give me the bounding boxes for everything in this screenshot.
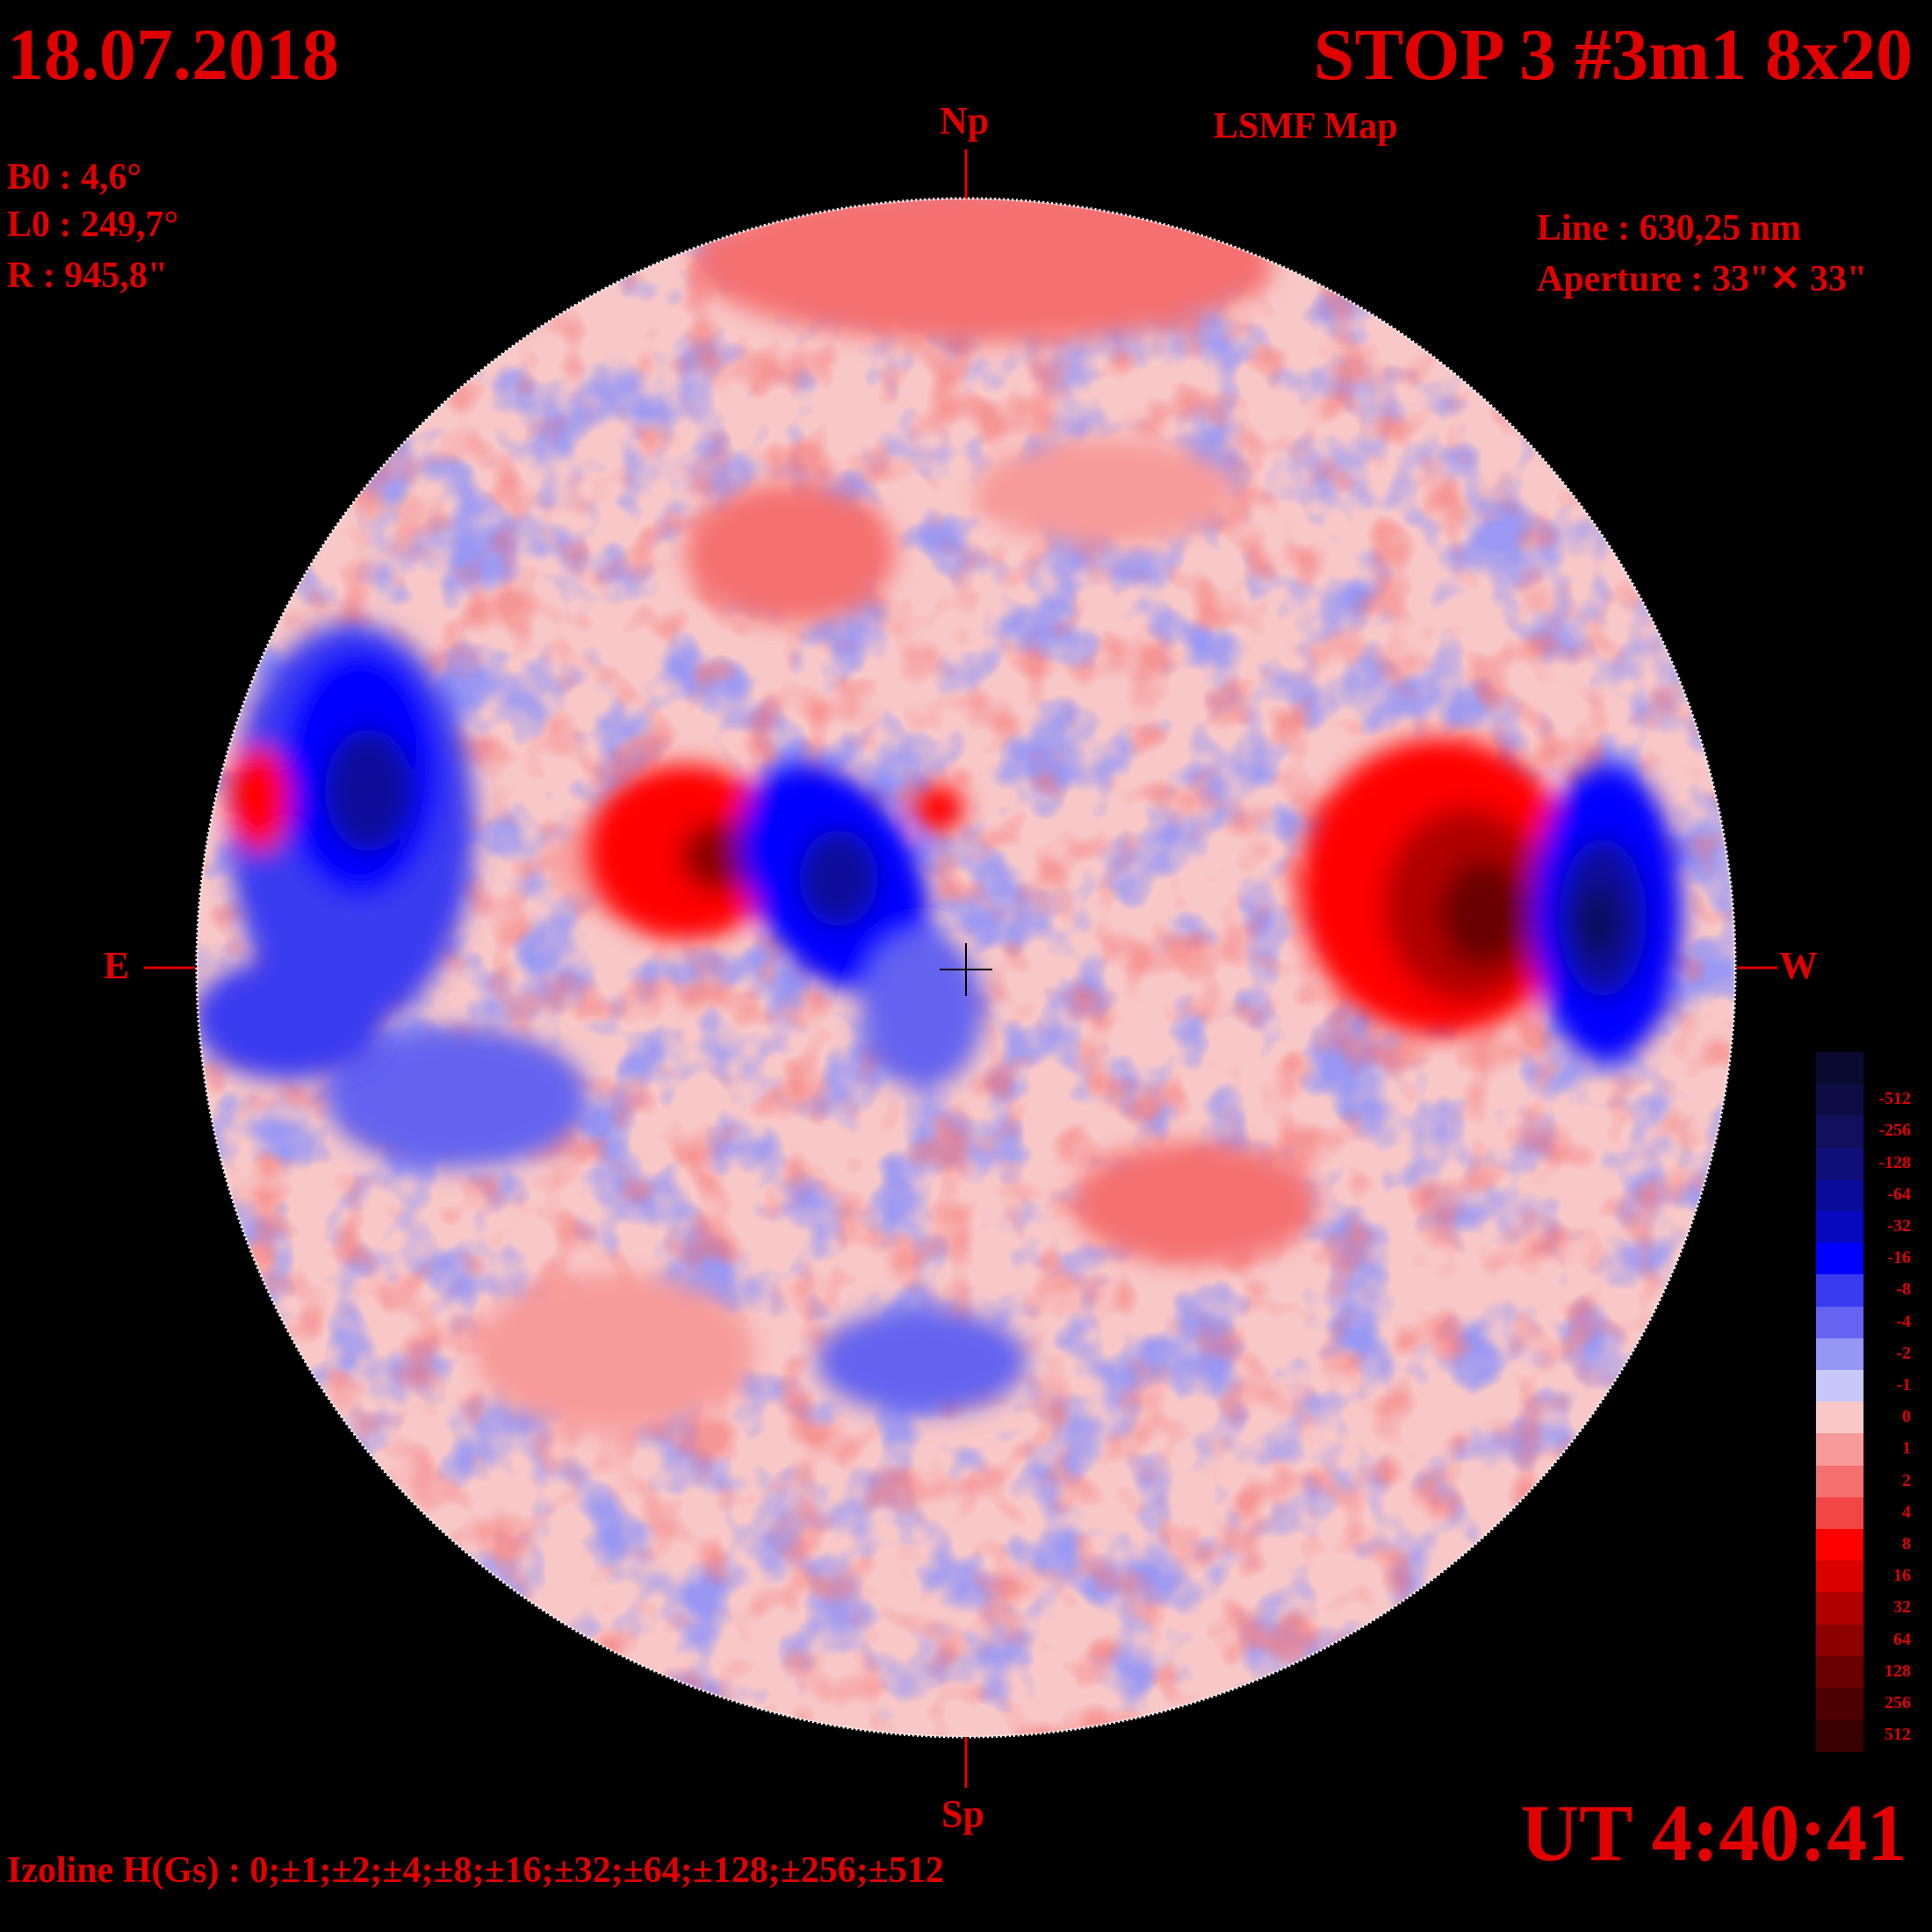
legend-label: 1 — [1902, 1438, 1911, 1459]
legend-swatch — [1816, 1688, 1864, 1720]
legend-swatch — [1816, 1496, 1864, 1530]
legend-label: 4 — [1902, 1502, 1911, 1522]
spectral-line: Line : 630,25 nm — [1537, 208, 1802, 249]
legend-swatch — [1816, 1274, 1864, 1308]
legend-label: -1 — [1896, 1375, 1911, 1395]
legend-swatch — [1816, 1115, 1864, 1149]
legend-label: -8 — [1896, 1280, 1911, 1300]
legend-label: -256 — [1878, 1121, 1911, 1141]
east-label: E — [104, 944, 130, 987]
legend-label: 16 — [1893, 1566, 1911, 1586]
legend-swatch — [1816, 1147, 1864, 1180]
legend-swatch — [1816, 1337, 1864, 1371]
legend-swatch — [1816, 1052, 1864, 1085]
param-radius: R : 945,8" — [7, 256, 169, 296]
west-label: W — [1779, 944, 1818, 987]
legend-swatch — [1816, 1529, 1864, 1561]
legend-label: 0 — [1902, 1407, 1911, 1427]
legend-label: -32 — [1887, 1216, 1911, 1236]
legend-label: -64 — [1887, 1184, 1911, 1204]
legend-swatch — [1816, 1211, 1864, 1244]
legend-swatch — [1816, 1719, 1864, 1752]
legend-label: 256 — [1885, 1693, 1911, 1712]
aperture-size: Aperture : 33"✕ 33" — [1537, 259, 1868, 299]
legend-label: -16 — [1887, 1248, 1911, 1268]
legend-label: 128 — [1885, 1661, 1911, 1681]
legend-swatch — [1816, 1561, 1864, 1593]
legend-label: -128 — [1878, 1152, 1911, 1172]
legend-label: -2 — [1896, 1343, 1911, 1363]
legend-label: 32 — [1893, 1597, 1911, 1618]
south-pole-label: Sp — [941, 1792, 984, 1835]
param-b0: B0 : 4,6° — [7, 157, 142, 198]
legend-swatch — [1816, 1655, 1864, 1689]
legend-swatch — [1816, 1465, 1864, 1498]
legend-label: 2 — [1902, 1470, 1911, 1490]
north-pole-label: Np — [940, 99, 990, 142]
legend-swatch — [1816, 1243, 1864, 1275]
legend-swatch — [1816, 1084, 1864, 1116]
legend-swatch — [1816, 1592, 1864, 1626]
legend-swatch — [1816, 1624, 1864, 1657]
legend-swatch — [1816, 1306, 1864, 1339]
legend-label: -512 — [1878, 1089, 1911, 1109]
universal-time: UT 4:40:41 — [1520, 1788, 1907, 1878]
legend-label: -4 — [1896, 1311, 1911, 1331]
legend-swatch — [1816, 1179, 1864, 1212]
legend-label: 512 — [1885, 1725, 1911, 1745]
map-subtitle: LSMF Map — [1214, 106, 1398, 147]
legend-swatch — [1816, 1433, 1864, 1467]
observation-date: 18.07.2018 — [7, 14, 339, 96]
legend-swatch — [1816, 1370, 1864, 1402]
legend-label: 8 — [1902, 1534, 1911, 1554]
legend-label: 64 — [1893, 1629, 1911, 1649]
izoline-levels: Izoline H(Gs) : 0;±1;±2;±4;±8;±16;±32;±6… — [7, 1850, 944, 1891]
param-l0: L0 : 249,7° — [7, 205, 179, 245]
map-title: STOP 3 #3m1 8x20 — [1313, 14, 1913, 96]
legend-swatch — [1816, 1402, 1864, 1434]
